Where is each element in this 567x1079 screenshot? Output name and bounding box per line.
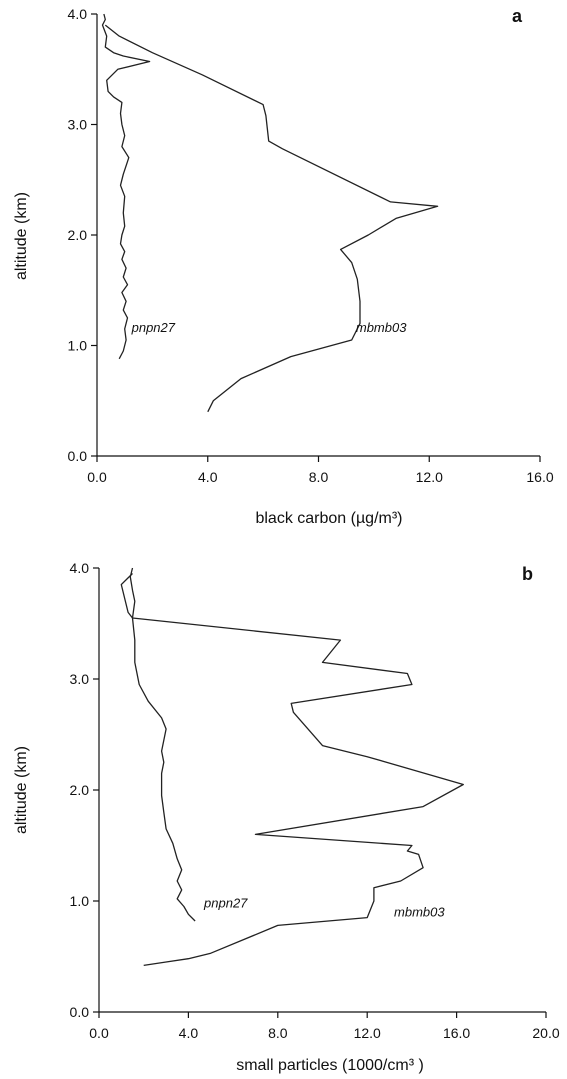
panel-a-x-tick-label: 16.0 (526, 469, 553, 485)
panel-b-series-pnpn27-label: pnpn27 (203, 896, 248, 911)
panel-b-y-tick-label: 0.0 (70, 1004, 90, 1020)
panel-a-y-tick-label: 0.0 (68, 448, 88, 464)
panel-b-y-tick-label: 4.0 (70, 560, 90, 576)
panel-b-y-tick-label: 1.0 (70, 893, 90, 909)
panel-a-y-tick-label: 3.0 (68, 117, 88, 133)
panel-a-x-tick-label: 4.0 (198, 469, 218, 485)
panel-b-small-particles-chart: b small particles (1000/cm³ ) altitude (… (13, 560, 560, 1074)
panel-b-y-tick-label: 3.0 (70, 671, 90, 687)
panel-a-x-tick-label: 12.0 (416, 469, 443, 485)
panel-a-letter: a (512, 6, 523, 26)
panel-a-series-pnpn27-label: pnpn27 (131, 320, 176, 335)
panel-b-x-tick-label: 20.0 (532, 1025, 559, 1041)
panel-a-series-pnpn27-line (101, 13, 151, 360)
panel-b-x-tick-label: 8.0 (268, 1025, 288, 1041)
panel-a-series-mbmb03-label: mbmb03 (356, 320, 407, 335)
panel-b-letter: b (522, 564, 533, 584)
panel-a-y-tick-label: 1.0 (68, 338, 88, 354)
panel-b-y-tick-label: 2.0 (70, 782, 90, 798)
panel-a-series-mbmb03-line (104, 24, 439, 413)
panel-b-series-pnpn27-line (129, 567, 196, 922)
panel-b-y-axis-label: altitude (km) (13, 746, 30, 834)
panel-b-x-tick-label: 12.0 (354, 1025, 381, 1041)
panel-a-y-tick-label: 2.0 (68, 227, 88, 243)
panel-b-x-tick-label: 0.0 (89, 1025, 109, 1041)
panel-a-y-tick-label: 4.0 (68, 6, 88, 22)
panel-a-black-carbon-chart: a black carbon (µg/m³) altitude (km) 0.0… (13, 6, 554, 527)
panel-a-y-axis-label: altitude (km) (13, 192, 30, 280)
panel-b-x-tick-label: 16.0 (443, 1025, 470, 1041)
panel-a-x-axis-label: black carbon (µg/m³) (255, 510, 402, 527)
panel-b-x-tick-label: 4.0 (179, 1025, 199, 1041)
panel-b-x-axis-label: small particles (1000/cm³ ) (236, 1057, 424, 1074)
panel-b-series-mbmb03-line (120, 573, 464, 967)
panel-b-series-mbmb03-label: mbmb03 (394, 905, 445, 920)
panel-a-x-tick-label: 0.0 (87, 469, 107, 485)
panel-a-x-tick-label: 8.0 (309, 469, 329, 485)
